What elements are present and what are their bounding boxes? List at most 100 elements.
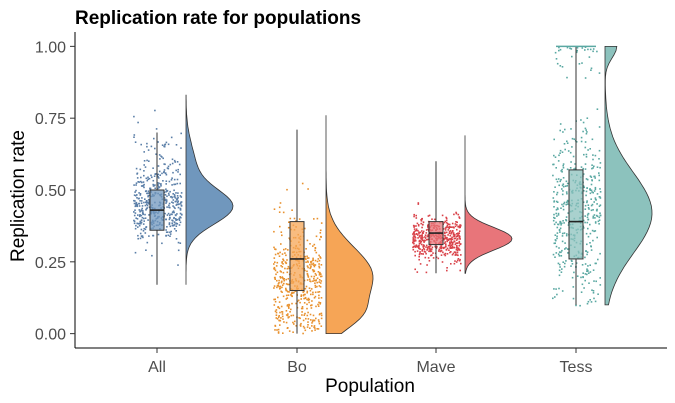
data-point [273, 287, 275, 289]
data-point [154, 109, 156, 112]
data-point [594, 177, 596, 179]
data-point [306, 255, 308, 258]
data-point [589, 271, 592, 273]
data-point [165, 202, 167, 204]
data-point [443, 246, 446, 249]
data-point [586, 243, 588, 246]
data-point [414, 245, 416, 247]
data-point [139, 214, 141, 216]
data-point [317, 328, 320, 330]
data-point [427, 223, 430, 226]
data-point [562, 208, 565, 211]
data-point [594, 262, 597, 265]
data-point [448, 230, 451, 233]
data-point [138, 205, 141, 207]
data-point [179, 173, 181, 176]
data-point [173, 221, 176, 223]
data-point [284, 261, 287, 263]
data-point [164, 172, 167, 174]
data-point [425, 271, 428, 274]
data-point [320, 222, 323, 224]
data-point [596, 208, 598, 211]
data-point [306, 270, 308, 273]
data-point [288, 291, 290, 293]
data-point [566, 46, 569, 49]
data-point [315, 235, 318, 238]
data-point [147, 190, 150, 192]
data-point [594, 221, 597, 223]
data-point [459, 258, 461, 261]
data-point [288, 237, 291, 239]
data-point [316, 260, 319, 263]
data-point [274, 248, 276, 250]
data-point [418, 247, 420, 250]
y-tick-label: 0.50 [35, 183, 66, 200]
data-point [427, 228, 430, 230]
data-point [275, 273, 277, 276]
data-point [555, 288, 557, 290]
data-point [442, 246, 445, 249]
data-point [445, 219, 448, 222]
data-point [449, 242, 451, 245]
data-point [166, 231, 169, 233]
data-point [594, 188, 597, 191]
data-point [146, 159, 148, 162]
data-point [592, 292, 595, 294]
data-point [311, 304, 313, 306]
data-point [558, 154, 560, 157]
data-point [582, 227, 585, 229]
data-point [286, 271, 289, 274]
data-point [426, 247, 429, 249]
data-point [317, 291, 319, 293]
data-point [175, 192, 177, 194]
data-point [134, 200, 136, 202]
data-point [135, 184, 137, 186]
data-point [133, 194, 136, 196]
data-point [169, 233, 172, 235]
data-point [586, 201, 588, 204]
data-point [309, 289, 312, 292]
data-point [161, 144, 164, 146]
data-point [279, 270, 282, 272]
data-point [582, 272, 584, 274]
data-point [564, 248, 566, 250]
data-point [585, 132, 588, 135]
data-point [318, 259, 321, 262]
data-point [446, 267, 448, 269]
data-point [559, 222, 561, 224]
data-point [300, 294, 303, 296]
data-point [281, 291, 283, 293]
data-point [138, 192, 140, 194]
data-point [286, 188, 288, 191]
data-point [591, 167, 593, 170]
data-point [151, 254, 153, 257]
data-point [318, 320, 320, 323]
data-point [318, 322, 321, 325]
data-point [144, 217, 147, 219]
data-point [584, 263, 587, 265]
data-point [134, 212, 137, 214]
data-point [556, 226, 559, 229]
data-point [446, 240, 448, 243]
data-point [142, 236, 144, 239]
data-point [157, 233, 160, 236]
data-point [319, 282, 322, 284]
y-tick-label: 0.75 [35, 111, 66, 128]
data-point [425, 239, 428, 241]
data-point [278, 206, 281, 209]
data-point [448, 249, 450, 251]
data-point [576, 275, 579, 277]
data-point [319, 271, 321, 274]
data-point [140, 209, 143, 211]
data-point [448, 227, 450, 230]
data-point [554, 239, 557, 241]
data-point [172, 202, 174, 204]
data-point [318, 263, 320, 265]
y-tick-label: 0.25 [35, 255, 66, 272]
data-point [152, 185, 155, 187]
data-point [597, 220, 600, 223]
data-point [447, 226, 450, 229]
data-point [428, 250, 430, 253]
data-point [285, 283, 288, 285]
data-point [146, 192, 148, 195]
